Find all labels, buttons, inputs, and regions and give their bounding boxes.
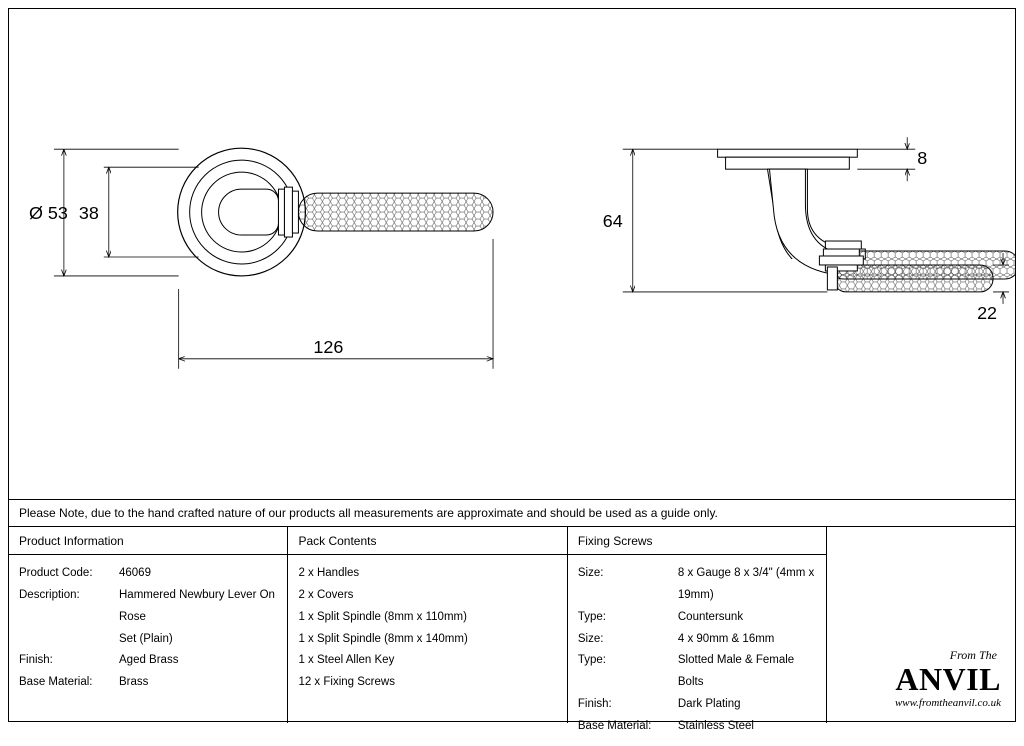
- list-item: 12 x Fixing Screws: [298, 672, 556, 694]
- pack-contents-header: Pack Contents: [288, 527, 566, 555]
- table-row: Base Material:Stainless Steel: [578, 716, 816, 738]
- dim-lever-label: 22: [977, 303, 997, 323]
- dim-inner-label: 38: [79, 203, 99, 223]
- technical-drawing: 126 Ø 53 38: [9, 9, 1015, 499]
- table-row: Type:Slotted Male & Female Bolts: [578, 650, 816, 694]
- table-row: Size:4 x 90mm & 16mm: [578, 629, 816, 651]
- product-info-header: Product Information: [9, 527, 287, 555]
- note-row: Please Note, due to the hand crafted nat…: [9, 499, 1015, 527]
- front-view: [178, 148, 493, 276]
- table-row: Finish:Aged Brass: [19, 650, 277, 672]
- drawing-svg: 126 Ø 53 38: [9, 9, 1015, 499]
- product-info-body: Product Code:46069 Description:Hammered …: [9, 555, 287, 702]
- col-product-info: Product Information Product Code:46069 D…: [9, 527, 288, 723]
- dim-plate: 8: [857, 137, 927, 181]
- dim-plate-label: 8: [917, 148, 927, 168]
- fixing-screws-header: Fixing Screws: [568, 527, 826, 555]
- logo-brand: ANVIL: [895, 663, 1001, 695]
- note-text: Please Note, due to the hand crafted nat…: [19, 506, 718, 520]
- table-row: Set (Plain): [19, 629, 277, 651]
- list-item: 2 x Handles: [298, 563, 556, 585]
- pack-contents-body: 2 x Handles 2 x Covers 1 x Split Spindle…: [288, 555, 566, 702]
- table-row: Finish:Dark Plating: [578, 694, 816, 716]
- table-row: Description:Hammered Newbury Lever On Ro…: [19, 585, 277, 629]
- table-row: Base Material:Brass: [19, 672, 277, 694]
- dim-length-label: 126: [313, 337, 343, 357]
- list-item: 1 x Split Spindle (8mm x 140mm): [298, 629, 556, 651]
- dim-dia-label: Ø 53: [29, 203, 68, 223]
- col-logo: From The ANVIL www.fromtheanvil.co.uk: [827, 527, 1015, 723]
- table-row: Product Code:46069: [19, 563, 277, 585]
- list-item: 2 x Covers: [298, 585, 556, 607]
- brand-logo: From The ANVIL www.fromtheanvil.co.uk: [827, 527, 1015, 723]
- dim-proj-label: 64: [603, 211, 623, 231]
- col-pack-contents: Pack Contents 2 x Handles 2 x Covers 1 x…: [288, 527, 567, 723]
- col-fixing-screws: Fixing Screws Size:8 x Gauge 8 x 3/4" (4…: [568, 527, 827, 723]
- info-row: Product Information Product Code:46069 D…: [9, 527, 1015, 723]
- table-row: Type:Countersunk: [578, 607, 816, 629]
- drawing-frame: 126 Ø 53 38: [8, 8, 1016, 722]
- table-row: Size:8 x Gauge 8 x 3/4" (4mm x 19mm): [578, 563, 816, 607]
- list-item: 1 x Steel Allen Key: [298, 650, 556, 672]
- logo-url: www.fromtheanvil.co.uk: [895, 697, 1001, 709]
- list-item: 1 x Split Spindle (8mm x 110mm): [298, 607, 556, 629]
- fixing-screws-body: Size:8 x Gauge 8 x 3/4" (4mm x 19mm) Typ…: [568, 555, 826, 746]
